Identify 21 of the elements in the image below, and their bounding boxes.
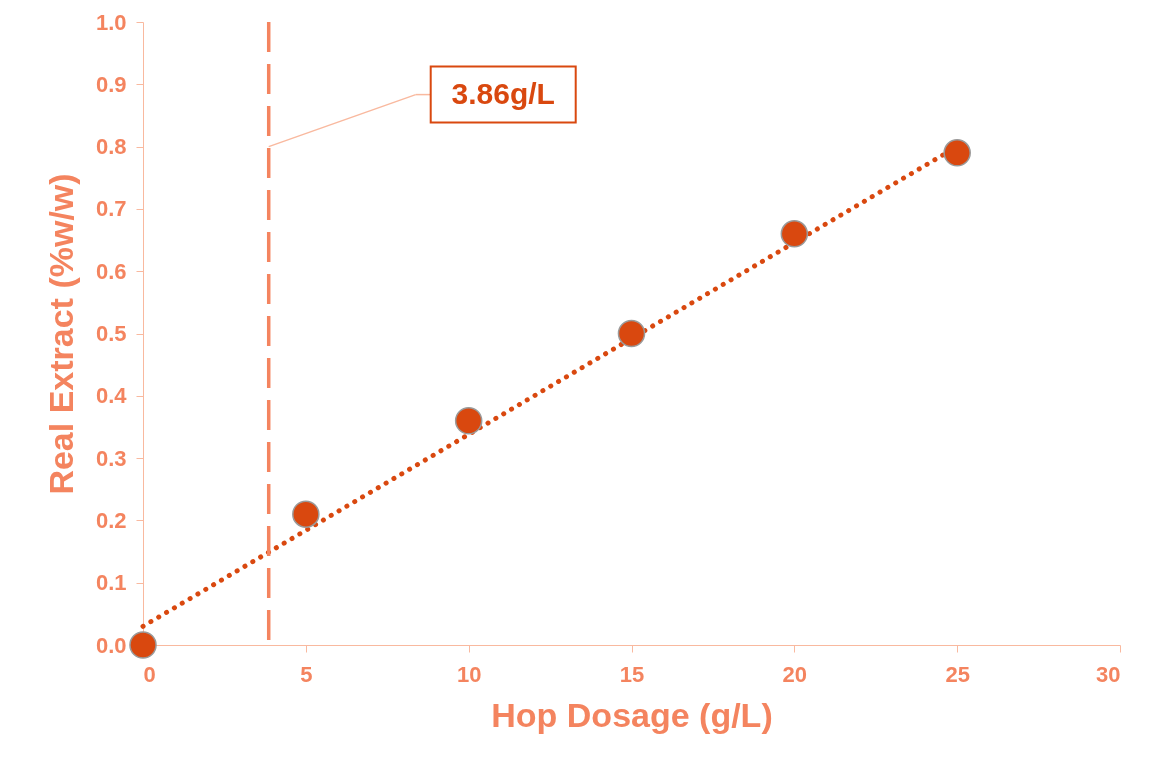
- y-tick-label: 0.0: [95, 632, 127, 658]
- y-tick-label: 0.2: [95, 507, 127, 533]
- y-tick-label: 0.9: [95, 71, 127, 97]
- x-axis-title: Hop Dosage (g/L): [491, 695, 773, 734]
- x-tick-label: 25: [945, 661, 970, 687]
- x-tick-label: 0: [143, 661, 156, 687]
- y-tick-label: 0.5: [95, 321, 127, 346]
- y-tick-label: 0.6: [95, 258, 127, 284]
- y-tick-label: 0.4: [95, 383, 128, 409]
- y-tick-label: 0.8: [95, 134, 127, 160]
- annotation: 3.86g/L: [451, 76, 555, 110]
- x-tick-label: 30: [1096, 661, 1121, 687]
- x-tick-label: 10: [456, 661, 482, 687]
- y-tick-label: 0.7: [95, 196, 127, 222]
- x-tick-label: 15: [619, 661, 645, 687]
- y-axis-title: Real Extract (%w/w): [41, 173, 80, 495]
- x-tick-label: 20: [782, 661, 808, 687]
- x-tick-label: 5: [300, 661, 313, 687]
- y-tick-label: 1.0: [95, 9, 127, 35]
- y-tick-label: 0.3: [95, 445, 127, 471]
- y-tick-label: 0.1: [95, 570, 127, 596]
